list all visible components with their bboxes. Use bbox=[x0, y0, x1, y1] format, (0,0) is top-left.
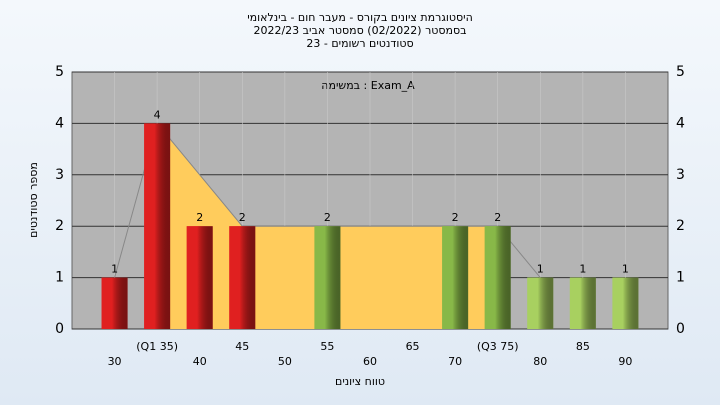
x-tick-label: (Q3 75) bbox=[477, 340, 519, 353]
bar-shade bbox=[314, 226, 341, 329]
annotation: במשימה : Exam_A bbox=[321, 79, 415, 92]
x-tick-label: 65 bbox=[406, 340, 420, 353]
y-tick-label: 1 bbox=[55, 270, 64, 286]
data-label: 1 bbox=[111, 263, 118, 276]
x-tick-label: 80 bbox=[533, 355, 547, 368]
data-label: 1 bbox=[622, 263, 629, 276]
data-label: 4 bbox=[154, 108, 161, 121]
x-tick-label: (Q1 35) bbox=[136, 340, 178, 353]
x-axis-label: טווח ציונים bbox=[335, 375, 385, 388]
y-tick-label: 0 bbox=[55, 321, 64, 337]
data-label: 2 bbox=[494, 211, 501, 224]
y2-tick-label: 5 bbox=[676, 64, 685, 80]
x-tick-label: 50 bbox=[278, 355, 292, 368]
y-tick-label: 5 bbox=[55, 64, 64, 80]
data-label: 1 bbox=[537, 263, 544, 276]
y-tick-label: 3 bbox=[55, 167, 64, 183]
y2-tick-label: 0 bbox=[676, 321, 685, 337]
data-label: 2 bbox=[196, 211, 203, 224]
data-label: 2 bbox=[324, 211, 331, 224]
bar-shade bbox=[144, 123, 171, 330]
x-tick-label: 40 bbox=[193, 355, 207, 368]
bar-shade bbox=[484, 226, 511, 329]
y2-tick-label: 4 bbox=[676, 115, 685, 131]
y-tick-label: 2 bbox=[55, 218, 64, 234]
title-line: סטודנטים רשומים - 23 bbox=[306, 37, 413, 50]
bar-shade bbox=[569, 277, 596, 329]
data-label: 2 bbox=[239, 211, 246, 224]
y-tick-label: 4 bbox=[55, 115, 64, 131]
title-line: בסמסטר (02/2022) סמסטר אביב 2022/23 bbox=[253, 24, 466, 37]
bar-shade bbox=[101, 277, 128, 329]
data-label: 1 bbox=[579, 263, 586, 276]
x-tick-label: 60 bbox=[363, 355, 377, 368]
x-tick-label: 90 bbox=[618, 355, 632, 368]
bar-shade bbox=[527, 277, 554, 329]
x-tick-label: 45 bbox=[235, 340, 249, 353]
bar-shade bbox=[186, 226, 213, 329]
y2-tick-label: 3 bbox=[676, 167, 685, 183]
x-tick-label: 85 bbox=[576, 340, 590, 353]
title-line: היסטוגרמת ציונים בקורס - מעבר חום - בינל… bbox=[247, 11, 473, 24]
x-tick-label: 70 bbox=[448, 355, 462, 368]
bar-shade bbox=[612, 277, 639, 329]
bar-shade bbox=[229, 226, 256, 329]
data-label: 2 bbox=[452, 211, 459, 224]
y-axis-label: מספר סטודנטים bbox=[27, 162, 40, 238]
x-tick-label: 55 bbox=[320, 340, 334, 353]
bar-shade bbox=[442, 226, 469, 329]
y2-tick-label: 2 bbox=[676, 218, 685, 234]
x-tick-label: 30 bbox=[108, 355, 122, 368]
y2-tick-label: 1 bbox=[676, 270, 685, 286]
